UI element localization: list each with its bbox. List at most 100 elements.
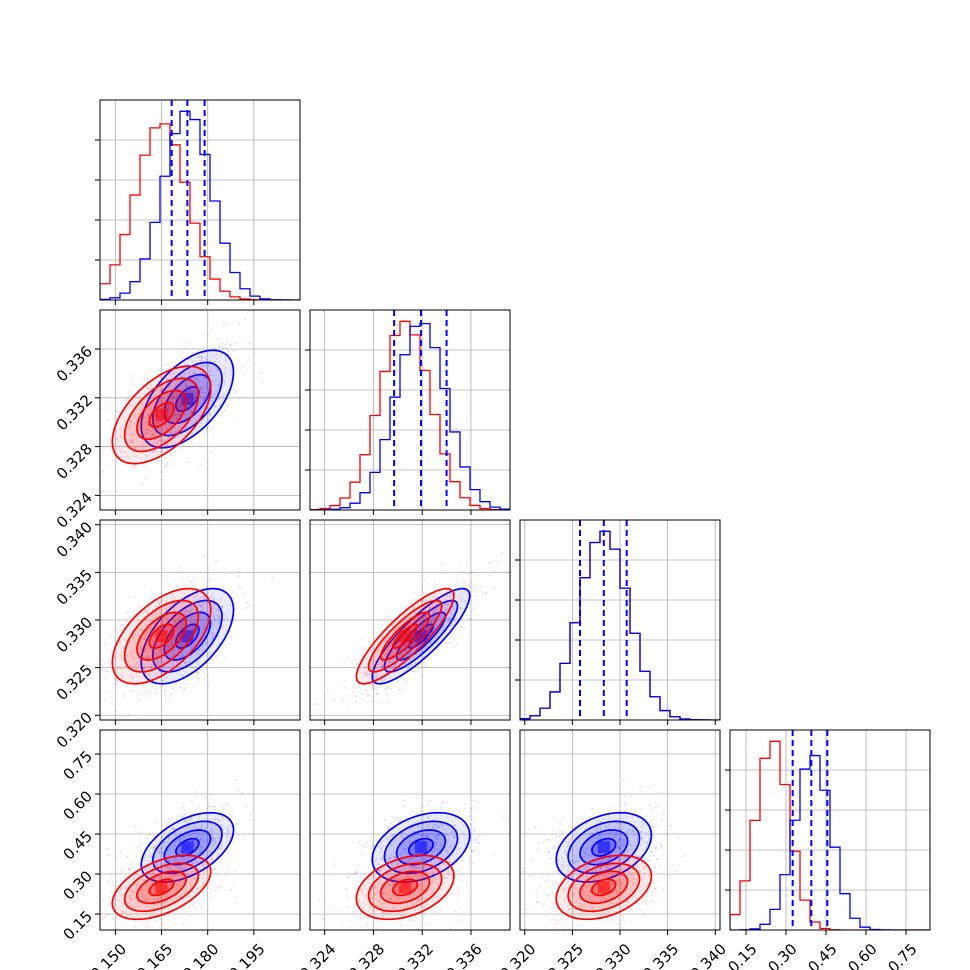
scatter-point [105, 691, 107, 694]
scatter-point [106, 444, 109, 447]
scatter-point [174, 431, 177, 434]
scatter-point [366, 922, 369, 924]
scatter-point [548, 838, 551, 841]
scatter-point [450, 635, 453, 638]
scatter-point [156, 461, 159, 464]
scatter-point [195, 392, 198, 395]
scatter-point [179, 406, 182, 409]
scatter-point [145, 924, 148, 927]
scatter-point [352, 873, 355, 876]
scatter-point [191, 382, 193, 385]
scatter-point [237, 788, 240, 791]
scatter-point [473, 607, 475, 610]
scatter-point [209, 374, 212, 377]
scatter-point [456, 578, 459, 581]
scatter-point [187, 390, 190, 393]
scatter-point [384, 678, 387, 680]
scatter-point [122, 866, 125, 869]
scatter-point [367, 933, 369, 935]
scatter-point [470, 582, 472, 585]
scatter-point [206, 386, 209, 389]
scatter-point [235, 607, 238, 610]
scatter-point [183, 813, 186, 816]
scatter-point [623, 810, 626, 813]
scatter-point [162, 852, 164, 855]
scatter-point [237, 575, 240, 578]
scatter-point [226, 341, 229, 344]
scatter-point [435, 633, 438, 636]
scatter-point [96, 472, 98, 474]
scatter-point [225, 324, 228, 327]
scatter-point [225, 370, 228, 373]
scatter-point [469, 618, 472, 620]
scatter-point [223, 374, 226, 377]
scatter-point [128, 867, 131, 870]
scatter-point [135, 855, 138, 858]
scatter-point [199, 359, 202, 362]
scatter-point [385, 693, 388, 696]
scatter-point [186, 385, 189, 388]
scatter-point [211, 592, 214, 595]
scatter-point [203, 376, 206, 379]
scatter-point [179, 686, 181, 689]
panel-frame [729, 729, 931, 931]
scatter-point [456, 575, 459, 577]
scatter-point [177, 435, 180, 438]
scatter-point [246, 601, 249, 604]
scatter-point [101, 452, 104, 455]
scatter-point [378, 702, 381, 705]
scatter-point [230, 373, 232, 376]
scatter-point [215, 598, 218, 601]
scatter-point [147, 838, 150, 841]
scatter-point [360, 926, 363, 929]
scatter-point [460, 920, 462, 923]
scatter-point [469, 868, 472, 871]
scatter-point [131, 382, 134, 385]
scatter-point [143, 922, 146, 925]
scatter-point [182, 688, 185, 691]
scatter-point [193, 902, 196, 905]
scatter-point [469, 914, 472, 917]
scatter-point [368, 694, 370, 697]
scatter-point [218, 398, 221, 401]
scatter-point [456, 868, 459, 871]
scatter-point [191, 360, 194, 363]
scatter-point [183, 810, 186, 813]
scatter-point [148, 833, 151, 835]
scatter-point [170, 419, 173, 422]
scatter-point [457, 907, 460, 910]
scatter-point [343, 680, 346, 683]
scatter-point [479, 585, 482, 588]
scatter-point [394, 670, 397, 673]
scatter-point [119, 851, 122, 854]
scatter-point [198, 369, 201, 371]
scatter-point [171, 924, 174, 926]
scatter-point [232, 813, 235, 816]
scatter-point [353, 687, 356, 690]
scatter-point [471, 862, 474, 865]
scatter-point [227, 865, 230, 868]
scatter-point [470, 807, 473, 810]
scatter-point [450, 611, 453, 614]
scatter-point [192, 432, 194, 435]
scatter-point [407, 919, 410, 922]
scatter-point [211, 394, 214, 396]
scatter-point [260, 372, 262, 375]
scatter-point [95, 461, 97, 463]
scatter-point [406, 668, 409, 671]
scatter-point [187, 379, 190, 382]
scatter-point [218, 404, 221, 407]
scatter-point [149, 689, 152, 692]
scatter-point [649, 851, 652, 854]
scatter-point [216, 383, 219, 386]
scatter-point [166, 574, 168, 577]
scatter-point [329, 908, 332, 911]
scatter-point [237, 322, 240, 325]
scatter-point [211, 373, 214, 376]
scatter-point [187, 579, 190, 582]
scatter-point [225, 851, 228, 854]
scatter-point [397, 680, 399, 682]
scatter-point [343, 662, 346, 665]
scatter-point [464, 581, 467, 584]
